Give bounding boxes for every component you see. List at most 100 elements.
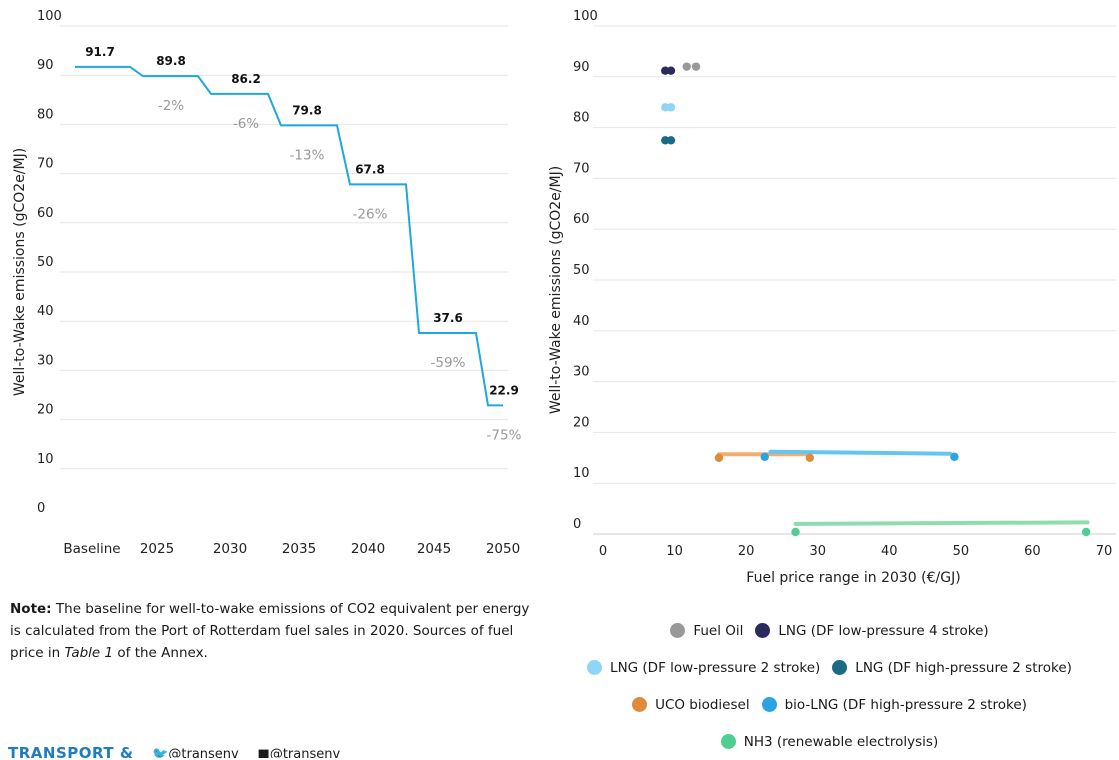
y-tick-label: 10 [37, 452, 54, 467]
legend-item: LNG (DF low-pressure 2 stroke) [587, 660, 820, 676]
x-tick-label: Baseline [63, 541, 120, 557]
scatter-point [950, 452, 959, 461]
y-tick-label: 40 [573, 314, 590, 329]
legend-row: UCO biodiesel bio-LNG (DF high-pressure 2… [540, 686, 1119, 723]
legend-label: UCO biodiesel [655, 696, 750, 713]
facebook-handle[interactable]: ■@transenv [258, 747, 341, 758]
scatter-point [682, 62, 691, 71]
x-tick-label: 40 [881, 544, 898, 559]
change-label: -26% [353, 206, 388, 222]
y-tick-label: 80 [573, 111, 590, 126]
twitter-icon: 🐦 [152, 747, 169, 758]
x-tick-label: 50 [953, 544, 970, 559]
legend-item: LNG (DF high-pressure 2 stroke) [832, 660, 1072, 676]
price-emissions-scatter-chart: 0 10 20 30 40 50 60 70 80 90 100 0 10 20 30 40 50 60 70 Fue… [548, 9, 1116, 586]
legend-swatch [761, 697, 777, 712]
x-tick-label: 0 [599, 544, 607, 559]
legend-row: LNG (DF low-pressure 2 stroke) LNG (DF hi… [540, 649, 1119, 686]
legend-row: NH3 (renewable electrolysis) [540, 723, 1119, 760]
note-label: Note: [10, 601, 52, 617]
change-label: -6% [233, 116, 259, 132]
chart-legend: Fuel Oil LNG (DF low-pressure 4 stroke) LN… [540, 612, 1119, 760]
y-tick-label: 10 [573, 466, 590, 481]
y-tick-label: 0 [573, 517, 581, 532]
legend-swatch [720, 734, 736, 749]
y-axis-label: Well-to-Wake emissions (gCO2e/MJ) [548, 166, 564, 414]
value-label: 22.9 [489, 383, 519, 397]
brand-logo-text: TRANSPORT & [8, 744, 134, 758]
y-tick-label: 80 [37, 107, 54, 122]
legend-label: Fuel Oil [693, 622, 744, 639]
legend-label: NH3 (renewable electrolysis) [743, 733, 939, 750]
note-italic: Table 1 [64, 645, 114, 661]
value-label: 37.6 [433, 311, 463, 325]
y-tick-label: 90 [573, 60, 590, 75]
legend-row: Fuel Oil LNG (DF low-pressure 4 stroke) [540, 612, 1119, 649]
y-tick-label: 100 [573, 9, 598, 24]
x-tick-label: 10 [666, 544, 683, 559]
note-body-1: The baseline for well-to-wake emissions … [10, 601, 530, 661]
y-tick-label: 50 [573, 263, 590, 278]
facebook-icon: ■ [257, 747, 270, 758]
legend-swatch [832, 660, 848, 675]
scatter-point [714, 453, 724, 462]
y-tick-label: 70 [37, 157, 54, 172]
legend-item: UCO biodiesel [632, 697, 750, 713]
scatter-point [691, 62, 701, 71]
y-tick-label: 50 [37, 255, 54, 270]
legend-item: NH3 (renewable electrolysis) [720, 733, 939, 750]
y-tick-label: 30 [37, 353, 54, 368]
x-tick-label: 2035 [282, 541, 316, 557]
y-tick-label: 0 [37, 501, 45, 516]
legend-swatch [755, 623, 771, 638]
scatter-point [791, 527, 800, 537]
value-label: 79.8 [292, 103, 322, 117]
y-tick-label: 70 [573, 161, 590, 176]
twitter-handle[interactable]: 🐦@transenv [152, 747, 239, 758]
scatter-point [1081, 527, 1091, 537]
legend-swatch [670, 623, 686, 638]
footer: TRANSPORT & 🐦@transenv ■@transenv [8, 744, 340, 758]
x-tick-label: 2040 [351, 541, 385, 557]
y-tick-label: 40 [37, 304, 54, 319]
note-text: Note: The baseline for well-to-wake emis… [10, 598, 530, 664]
legend-label: LNG (DF low-pressure 4 stroke) [778, 622, 989, 639]
x-axis-label: Fuel price range in 2030 (€/GJ) [746, 570, 960, 586]
range-bar [793, 520, 1090, 526]
value-label: 67.8 [355, 162, 385, 176]
scatter-point [666, 103, 676, 112]
x-tick-label: 60 [1024, 544, 1041, 559]
y-tick-label: 30 [573, 365, 590, 380]
y-tick-label: 90 [37, 58, 54, 73]
change-label: -2% [158, 98, 184, 114]
y-tick-label: 60 [37, 206, 54, 221]
scatter-point [805, 453, 815, 462]
x-tick-label: 70 [1096, 544, 1113, 559]
x-tick-label: 30 [809, 544, 826, 559]
x-tick-label: 2050 [486, 541, 520, 557]
range-bar [768, 449, 953, 456]
change-label: -13% [290, 147, 325, 163]
x-tick-label: 20 [738, 544, 755, 559]
value-label: 89.8 [156, 54, 186, 68]
change-label: -75% [487, 427, 522, 443]
legend-label: bio-LNG (DF high-pressure 2 stroke) [784, 696, 1027, 713]
y-axis-label: Well-to-Wake emissions (gCO2e/MJ) [12, 148, 28, 396]
scatter-point [666, 66, 676, 75]
x-tick-label: 2030 [213, 541, 247, 557]
y-tick-label: 20 [573, 415, 590, 430]
legend-label: LNG (DF low-pressure 2 stroke) [610, 659, 821, 676]
step-line [75, 65, 503, 407]
legend-item: Fuel Oil [670, 623, 743, 639]
y-tick-label: 100 [37, 9, 62, 24]
value-label: 86.2 [231, 72, 261, 86]
legend-swatch [587, 660, 603, 675]
note-body-2: of the Annex. [113, 645, 208, 661]
value-label: 91.7 [85, 45, 115, 59]
scatter-point [760, 452, 769, 461]
legend-label: LNG (DF high-pressure 2 stroke) [855, 659, 1072, 676]
change-label: -59% [431, 355, 466, 371]
y-tick-label: 20 [37, 403, 54, 418]
y-tick-label: 60 [573, 212, 590, 227]
